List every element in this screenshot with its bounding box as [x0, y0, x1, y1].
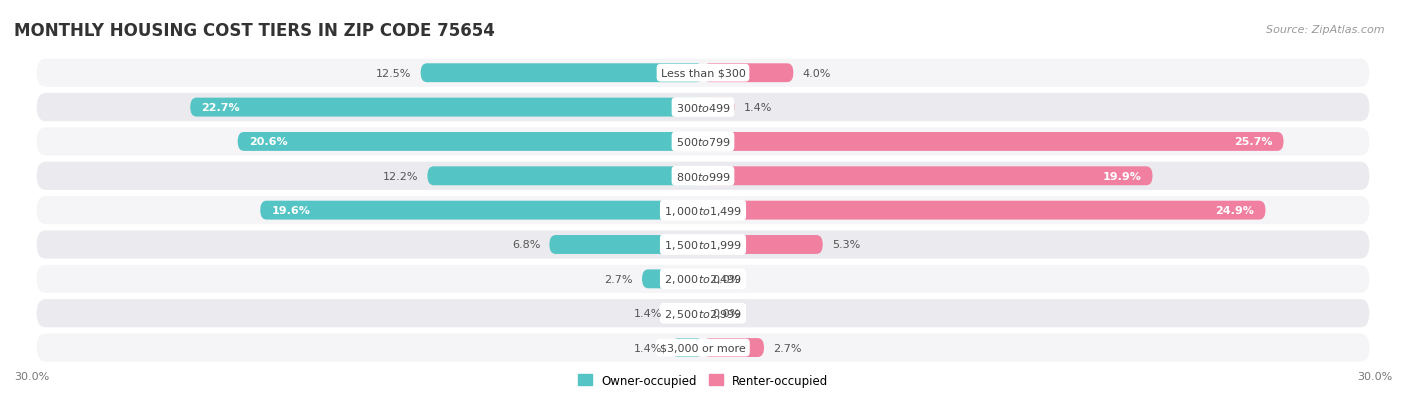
Text: 1.4%: 1.4% — [744, 103, 772, 113]
FancyBboxPatch shape — [427, 167, 703, 186]
FancyBboxPatch shape — [260, 201, 703, 220]
FancyBboxPatch shape — [703, 201, 1265, 220]
FancyBboxPatch shape — [703, 98, 734, 117]
FancyBboxPatch shape — [37, 265, 1369, 293]
FancyBboxPatch shape — [37, 59, 1369, 88]
FancyBboxPatch shape — [37, 162, 1369, 190]
FancyBboxPatch shape — [190, 98, 703, 117]
FancyBboxPatch shape — [672, 304, 703, 323]
FancyBboxPatch shape — [703, 338, 763, 357]
Text: 0.0%: 0.0% — [711, 274, 741, 284]
Legend: Owner-occupied, Renter-occupied: Owner-occupied, Renter-occupied — [572, 369, 834, 392]
Text: $3,000 or more: $3,000 or more — [661, 343, 745, 353]
Text: $500 to $799: $500 to $799 — [675, 136, 731, 148]
Text: Source: ZipAtlas.com: Source: ZipAtlas.com — [1267, 25, 1385, 35]
Text: $2,500 to $2,999: $2,500 to $2,999 — [664, 307, 742, 320]
Text: $800 to $999: $800 to $999 — [675, 171, 731, 183]
FancyBboxPatch shape — [238, 133, 703, 152]
FancyBboxPatch shape — [703, 133, 1284, 152]
FancyBboxPatch shape — [37, 299, 1369, 328]
Text: 25.7%: 25.7% — [1233, 137, 1272, 147]
Text: 4.0%: 4.0% — [803, 69, 831, 78]
Text: 19.9%: 19.9% — [1102, 171, 1142, 181]
Text: 0.0%: 0.0% — [711, 309, 741, 318]
Text: 22.7%: 22.7% — [201, 103, 240, 113]
Text: 5.3%: 5.3% — [832, 240, 860, 250]
FancyBboxPatch shape — [420, 64, 703, 83]
Text: 2.7%: 2.7% — [605, 274, 633, 284]
Text: MONTHLY HOUSING COST TIERS IN ZIP CODE 75654: MONTHLY HOUSING COST TIERS IN ZIP CODE 7… — [14, 22, 495, 40]
Text: $1,000 to $1,499: $1,000 to $1,499 — [664, 204, 742, 217]
Text: 24.9%: 24.9% — [1215, 206, 1254, 216]
Text: 19.6%: 19.6% — [271, 206, 311, 216]
FancyBboxPatch shape — [643, 270, 703, 289]
FancyBboxPatch shape — [703, 235, 823, 254]
Text: 1.4%: 1.4% — [634, 343, 662, 353]
FancyBboxPatch shape — [37, 128, 1369, 156]
FancyBboxPatch shape — [37, 94, 1369, 122]
Text: 12.5%: 12.5% — [377, 69, 412, 78]
FancyBboxPatch shape — [550, 235, 703, 254]
FancyBboxPatch shape — [37, 197, 1369, 225]
FancyBboxPatch shape — [37, 334, 1369, 362]
Text: 20.6%: 20.6% — [249, 137, 288, 147]
Text: $1,500 to $1,999: $1,500 to $1,999 — [664, 238, 742, 252]
Text: $2,000 to $2,499: $2,000 to $2,499 — [664, 273, 742, 286]
FancyBboxPatch shape — [703, 64, 793, 83]
FancyBboxPatch shape — [703, 167, 1153, 186]
Text: 30.0%: 30.0% — [14, 371, 49, 381]
Text: 1.4%: 1.4% — [634, 309, 662, 318]
Text: $300 to $499: $300 to $499 — [675, 102, 731, 114]
Text: Less than $300: Less than $300 — [661, 69, 745, 78]
Text: 30.0%: 30.0% — [1357, 371, 1392, 381]
Text: 2.7%: 2.7% — [773, 343, 801, 353]
Text: 6.8%: 6.8% — [512, 240, 540, 250]
FancyBboxPatch shape — [672, 338, 703, 357]
Text: 12.2%: 12.2% — [382, 171, 419, 181]
FancyBboxPatch shape — [37, 231, 1369, 259]
